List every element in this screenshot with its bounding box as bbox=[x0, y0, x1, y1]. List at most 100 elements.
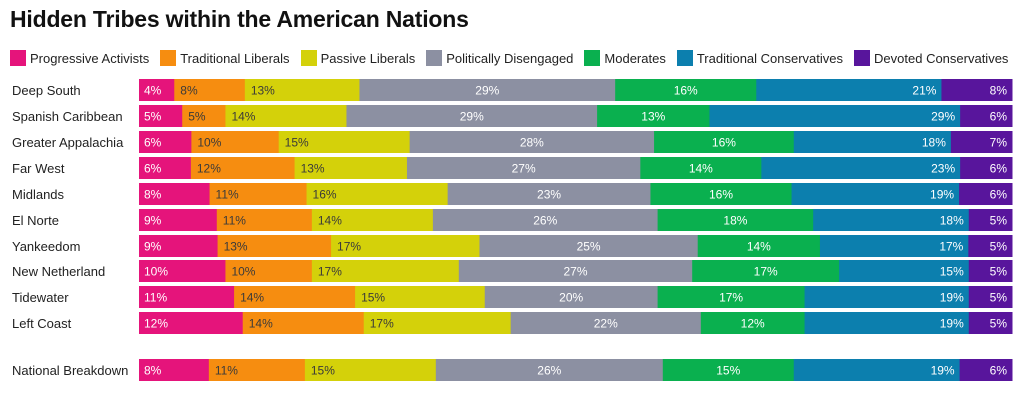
bar-row-midlands: Midlands 8% 11% 16% 23% 16% 19% 6% bbox=[12, 183, 1013, 205]
bar-segment-progressive-activists bbox=[139, 209, 218, 231]
bar-row-tidewater: Tidewater 11% 14% 15% 20% 17% 19% 5% bbox=[12, 286, 1013, 308]
legend-swatch bbox=[300, 50, 317, 66]
bar-segment-traditional-liberals bbox=[190, 157, 296, 179]
data-label: 5% bbox=[188, 110, 206, 124]
bar-segment-traditional-conservatives bbox=[804, 312, 970, 334]
data-label: 17% bbox=[318, 265, 342, 279]
data-label: 16% bbox=[712, 136, 736, 150]
data-label: 28% bbox=[520, 136, 544, 150]
data-label: 14% bbox=[249, 317, 273, 331]
category-label: Far West bbox=[12, 161, 65, 176]
bar-segment-moderates bbox=[657, 209, 814, 231]
data-label: 13% bbox=[251, 84, 275, 98]
bar-segment-moderates bbox=[697, 235, 821, 257]
data-label: 12% bbox=[144, 317, 168, 331]
bar-segment-moderates bbox=[615, 79, 757, 101]
bar-segment-passive-liberals bbox=[225, 105, 347, 127]
category-label: Yankeedom bbox=[12, 239, 80, 254]
data-label: 20% bbox=[559, 291, 583, 305]
bar-segment-traditional-liberals bbox=[234, 286, 356, 308]
data-label: 29% bbox=[931, 110, 955, 124]
category-label: New Netherland bbox=[12, 264, 105, 279]
bar-segment-traditional-liberals bbox=[216, 209, 313, 231]
data-label: 8% bbox=[180, 84, 198, 98]
data-label: 19% bbox=[930, 188, 954, 202]
bar-segment-politically-disengaged bbox=[510, 312, 702, 334]
bar-segment-progressive-activists bbox=[139, 157, 192, 179]
bar-segment-traditional-liberals bbox=[217, 235, 332, 257]
bar-segment-progressive-activists bbox=[139, 260, 226, 282]
bar-segment-traditional-conservatives bbox=[804, 286, 970, 308]
legend-item-traditional-conservatives: Traditional Conservatives bbox=[676, 50, 844, 66]
data-label: 17% bbox=[337, 240, 361, 254]
data-label: 18% bbox=[922, 136, 946, 150]
bar-row-national-breakdown: National Breakdown 8% 11% 15% 26% 15% 19% 6% bbox=[12, 359, 1013, 381]
data-label: 8% bbox=[144, 364, 162, 378]
category-label: Deep South bbox=[12, 83, 81, 98]
bar-row-el-norte: El Norte 9% 11% 14% 26% 18% 18% 5% bbox=[12, 209, 1013, 231]
category-label: Midlands bbox=[12, 187, 65, 202]
bar-segment-politically-disengaged bbox=[479, 235, 699, 257]
data-label: 29% bbox=[460, 110, 484, 124]
data-label: 25% bbox=[577, 240, 601, 254]
data-label: 14% bbox=[689, 162, 713, 176]
data-label: 11% bbox=[215, 364, 238, 378]
legend-label: Passive Liberals bbox=[320, 50, 416, 66]
category-label: El Norte bbox=[12, 213, 59, 228]
data-label: 19% bbox=[931, 364, 955, 378]
bar-segment-moderates bbox=[692, 260, 840, 282]
legend-label: Traditional Liberals bbox=[180, 50, 290, 66]
data-label: 17% bbox=[370, 317, 394, 331]
data-label: 10% bbox=[197, 136, 221, 150]
bar-segment-passive-liberals bbox=[311, 260, 460, 282]
data-label: 5% bbox=[990, 291, 1008, 305]
bar-row-new-netherland: New Netherland 10% 10% 17% 27% 17% 15% 5% bbox=[12, 260, 1013, 282]
bar-segment-passive-liberals bbox=[311, 209, 434, 231]
bar-segment-moderates bbox=[657, 286, 806, 308]
bar-segment-devoted-conservatives bbox=[968, 312, 1013, 334]
data-label: 16% bbox=[709, 188, 733, 202]
data-label: 12% bbox=[197, 162, 221, 176]
bar-segment-progressive-activists bbox=[139, 79, 175, 101]
legend-label: Devoted Conservatives bbox=[874, 50, 1009, 66]
data-label: 19% bbox=[940, 291, 964, 305]
bar-segment-passive-liberals bbox=[331, 235, 480, 257]
legend-label: Politically Disengaged bbox=[446, 50, 574, 66]
bar-segment-progressive-activists bbox=[139, 105, 183, 127]
bar-segment-progressive-activists bbox=[139, 235, 219, 257]
data-label: 17% bbox=[939, 240, 963, 254]
bar-segment-progressive-activists bbox=[139, 312, 244, 334]
category-label: Greater Appalachia bbox=[12, 135, 124, 150]
data-label: 9% bbox=[144, 240, 162, 254]
bar-segment-devoted-conservatives bbox=[959, 183, 1013, 205]
data-label: 17% bbox=[719, 291, 743, 305]
bar-segment-passive-liberals bbox=[363, 312, 512, 334]
data-label: 8% bbox=[144, 188, 162, 202]
bar-segment-devoted-conservatives bbox=[960, 105, 1013, 127]
data-label: 12% bbox=[741, 317, 765, 331]
category-label: National Breakdown bbox=[12, 363, 128, 378]
data-label: 27% bbox=[512, 162, 536, 176]
data-label: 18% bbox=[723, 214, 747, 228]
legend-label: Progressive Activists bbox=[30, 50, 150, 66]
data-label: 13% bbox=[301, 162, 325, 176]
legend-label: Moderates bbox=[604, 50, 666, 66]
data-label: 13% bbox=[224, 240, 248, 254]
legend-label: Traditional Conservatives bbox=[696, 50, 844, 66]
legend-item-devoted-conservatives: Devoted Conservatives bbox=[854, 50, 1008, 66]
bar-segment-devoted-conservatives bbox=[960, 157, 1013, 179]
legend-swatch bbox=[426, 50, 443, 66]
data-label: 27% bbox=[563, 265, 587, 279]
data-label: 15% bbox=[285, 136, 309, 150]
data-label: 21% bbox=[912, 84, 936, 98]
bar-segment-passive-liberals bbox=[278, 131, 411, 153]
bar-segment-traditional-liberals bbox=[182, 105, 226, 127]
data-label: 15% bbox=[311, 364, 335, 378]
legend-swatch bbox=[676, 50, 693, 66]
data-label: 26% bbox=[537, 364, 561, 378]
bar-segment-traditional-conservatives bbox=[793, 359, 961, 381]
bar-segment-traditional-conservatives bbox=[813, 209, 970, 231]
bar-segment-politically-disengaged bbox=[432, 209, 659, 231]
data-label: 14% bbox=[240, 291, 264, 305]
data-label: 15% bbox=[940, 265, 964, 279]
